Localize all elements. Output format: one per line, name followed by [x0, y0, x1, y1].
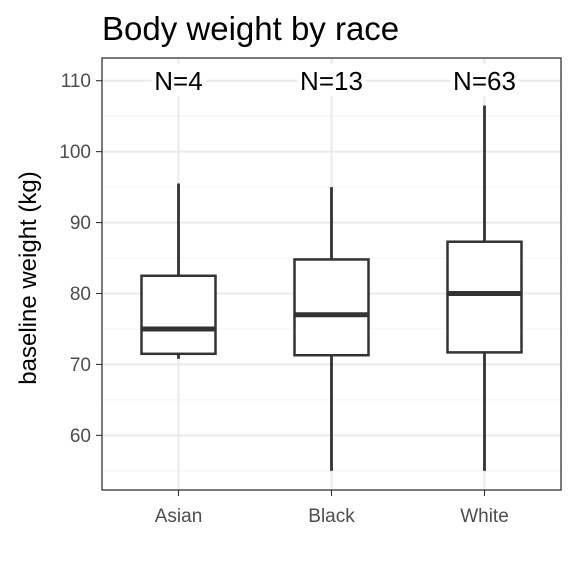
interquartile-box: [446, 240, 523, 354]
plot-panel-border: [101, 57, 562, 491]
y-tick-label: 90: [70, 213, 91, 234]
y-axis-label: baseline weight (kg): [15, 171, 42, 384]
n-label: N=13: [300, 66, 363, 96]
y-tick-label: 80: [70, 284, 91, 305]
y-tick-label: 100: [59, 142, 91, 163]
y-tick-label: 110: [61, 71, 91, 92]
boxplot-series: [140, 105, 523, 471]
interquartile-box: [293, 258, 370, 357]
x-tick-label: Black: [308, 506, 355, 527]
axes: 60 70 80 90 100 110 Asian Black White: [59, 71, 508, 527]
box-asian: [140, 183, 217, 359]
x-tick-label: White: [460, 506, 509, 527]
box-black: [293, 187, 370, 471]
n-labels: N=4 N=13 N=63: [151, 64, 519, 96]
y-tick-label: 70: [70, 355, 91, 376]
n-label: N=63: [453, 66, 516, 96]
n-label-background: [450, 64, 519, 96]
box-white: [446, 105, 523, 471]
n-label-background: [151, 64, 206, 96]
n-label: N=4: [154, 66, 202, 96]
chart-title: Body weight by race: [102, 10, 399, 47]
n-label-background: [297, 64, 366, 96]
y-tick-label: 60: [70, 426, 91, 447]
interquartile-box: [140, 274, 217, 356]
x-tick-label: Asian: [155, 506, 203, 527]
